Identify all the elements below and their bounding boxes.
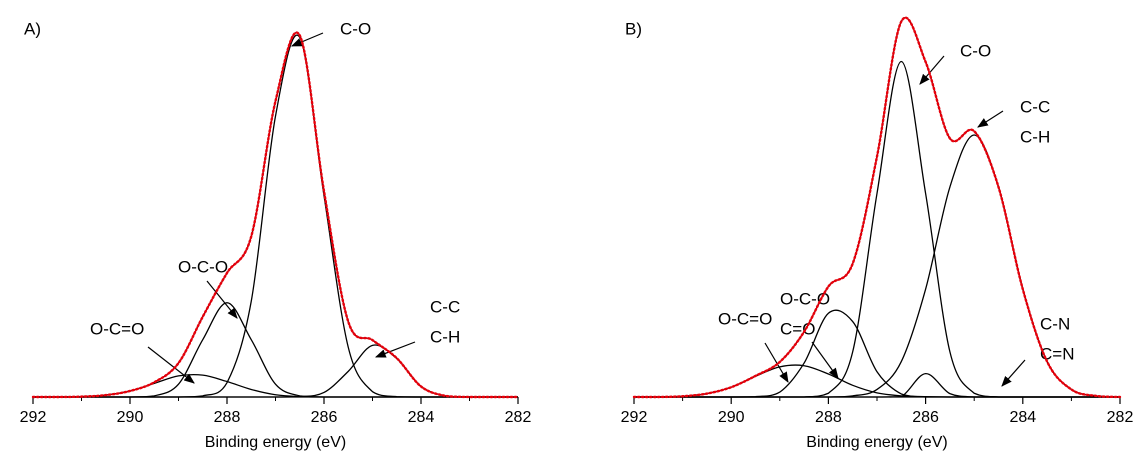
x-tick-label: 290 [117,409,144,426]
x-tick-label: 292 [20,409,47,426]
annotation-arrow [206,280,238,319]
component-curve [634,372,1120,398]
x-tick-label: 286 [311,409,338,426]
panel-label: A) [24,19,41,38]
panel: B) 292 290 288 286 284 282 Binding energy (eV) C… [621,16,1134,451]
peak-label: C-H [1020,127,1050,146]
peak-label: O-C=O [718,309,772,328]
component-curve [33,302,518,398]
measured-curve [31,31,520,399]
annotation-arrow [147,346,195,384]
component-curve [33,373,518,398]
peak-label: C-O [340,19,371,38]
peak-label: C=O [780,319,815,338]
x-axis-label: Binding energy (eV) [205,434,346,451]
peak-label: C-H [430,327,460,346]
x-tick-label: 282 [1107,409,1134,426]
x-tick-label: 288 [214,409,241,426]
peak-label: O-C-O [178,257,228,276]
x-tick-label: 288 [815,409,842,426]
peak-label: C-C [430,297,460,316]
panel: A) 292 290 288 286 284 282 Binding energy (eV) C… [20,19,532,451]
peak-label: C-N [1040,314,1070,333]
annotation-arrow [374,341,416,358]
annotation-arrow [291,32,324,47]
x-axis-label: Binding energy (eV) [806,434,947,451]
annotation-arrow [764,342,789,383]
annotation-arrow [977,110,1004,128]
peak-label: O-C=O [90,319,144,338]
x-tick-label: 290 [718,409,745,426]
peak-label: C=N [1040,344,1074,363]
peak-label: C-O [960,41,991,60]
annotation-arrow [811,341,839,379]
peak-label: C-C [1020,97,1050,116]
component-curve [634,364,1120,398]
peak-label: O-C-O [780,289,830,308]
measured-curve [632,16,1122,399]
annotation-arrow [919,55,945,85]
x-tick-label: 282 [505,409,532,426]
x-tick-label: 284 [408,409,435,426]
envelope-curve [634,17,1121,398]
x-tick-label: 284 [1009,409,1036,426]
x-tick-label: 286 [912,409,939,426]
component-curve [33,344,518,398]
annotation-arrow [1001,359,1026,387]
panel-label: B) [625,19,642,38]
x-tick-label: 292 [621,409,648,426]
